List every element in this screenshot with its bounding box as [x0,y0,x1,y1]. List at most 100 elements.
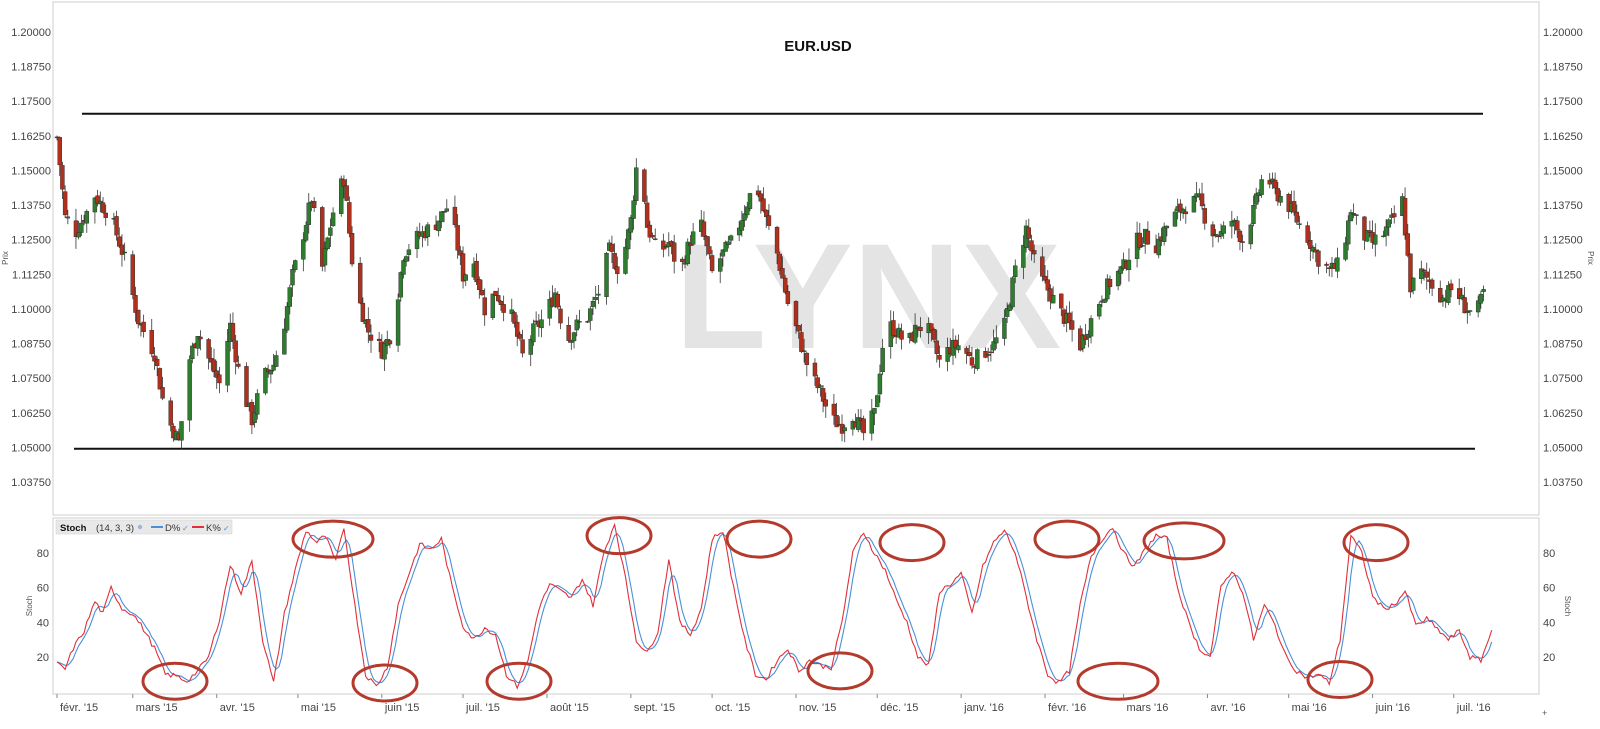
k-legend-label: K% [206,523,221,534]
candle-body [1050,294,1056,304]
settings-icon[interactable] [137,524,143,530]
candle-body [1240,241,1245,243]
candle-body [1267,179,1272,185]
candle-body [842,427,847,432]
price-y-tick-right: 1.06250 [1543,408,1583,420]
stoch-legend-params: (14, 3, 3) [96,523,134,534]
candle-body [956,345,961,351]
candle-body [1294,211,1299,223]
candle-body [1080,335,1086,349]
candle-body [856,417,861,430]
candle-body [357,262,363,304]
highlight-circle [878,523,946,563]
candle-body [1199,193,1205,207]
candle-body [1405,233,1410,256]
candle-body [479,290,485,296]
candle-body [1475,300,1481,313]
candle-body [1335,257,1340,272]
k-check-icon[interactable]: ✓ [223,524,230,533]
candle-body [1438,288,1443,303]
stoch-series [56,522,1493,690]
candle-body [130,254,135,295]
candle-body [704,236,709,247]
candle-body [1059,293,1064,309]
highlight-circle [1142,521,1226,561]
candle-body [912,324,918,343]
candle-body [1457,288,1462,300]
candle-body [1297,223,1302,225]
candle-body [877,373,883,395]
price-y-tick-right: 1.08750 [1543,339,1583,351]
stoch-y-tick-left: 60 [37,583,49,595]
candle-body [233,340,238,363]
candle-body [303,225,309,241]
candle-body [701,221,707,237]
candle-body [623,246,628,274]
candle-body [1107,279,1113,288]
price-y-tick-left: 1.10000 [11,304,51,316]
candle-body [482,297,487,316]
candle-body [869,410,874,434]
price-y-tick-left: 1.05000 [11,442,51,454]
candle-body [755,190,761,196]
candle-body [73,220,79,237]
price-y-tick-left: 1.17500 [11,96,51,108]
candle-body [1429,279,1435,289]
candle-body [460,253,466,282]
candle-body [62,191,68,216]
candle-body [149,329,154,355]
candle-body [569,340,574,343]
candle-body [834,415,839,428]
candle-body [680,258,685,262]
candle-body [114,216,119,236]
axis-corner-plus-icon[interactable]: + [1542,708,1547,718]
candle-body [1088,318,1094,337]
stoch-legend[interactable]: Stoch (14, 3, 3) D% ✓ K% ✓ [55,519,233,535]
candle-body [796,325,801,332]
candle-body [320,207,325,267]
candle-body [1010,277,1015,308]
candle-body [122,251,127,254]
candle-body [84,211,89,224]
candle-body [988,351,994,354]
candle-body [644,202,650,228]
candle-body [255,393,260,415]
price-y-tick-left: 1.07500 [11,373,51,385]
candle-body [747,193,753,209]
candle-body [119,244,125,255]
candle-body [1235,220,1240,231]
x-tick-label: mars '16 [1127,702,1169,714]
price-y-axis-right: 1.03750 1.05000 1.06250 1.07500 1.08750 1.100… [1543,27,1583,489]
candle-body [1172,211,1178,227]
candle-body [1156,238,1161,256]
stoch-y-tick-right: 20 [1543,652,1555,664]
candle-body [1305,225,1310,243]
candle-body [872,408,877,414]
candle-body [777,253,782,271]
candle-body [1364,230,1370,242]
candle-body [1272,179,1278,189]
candle-body [341,179,347,187]
d-check-icon[interactable]: ✓ [182,524,189,533]
candle-body [1237,230,1243,242]
candle-body [1115,270,1121,287]
x-tick-label: juin '16 [1375,702,1411,714]
x-tick-label: juil. '16 [1456,702,1491,714]
candle-body [1032,250,1037,255]
candle-body [739,220,745,231]
candle-body [685,241,690,265]
price-y-tick-right: 1.05000 [1543,442,1583,454]
candle-body [1316,250,1321,267]
stoch-y-tick-left: 40 [37,617,49,629]
candle-body [1180,208,1186,214]
candle-body [891,320,896,336]
candle-body [1096,304,1102,317]
candle-body [628,217,634,233]
x-tick-label: mars '15 [136,702,178,714]
candle-body [1218,231,1224,237]
candle-body [368,334,374,341]
candle-body [1381,235,1386,238]
candle-body [785,291,791,304]
candle-body [994,337,999,344]
